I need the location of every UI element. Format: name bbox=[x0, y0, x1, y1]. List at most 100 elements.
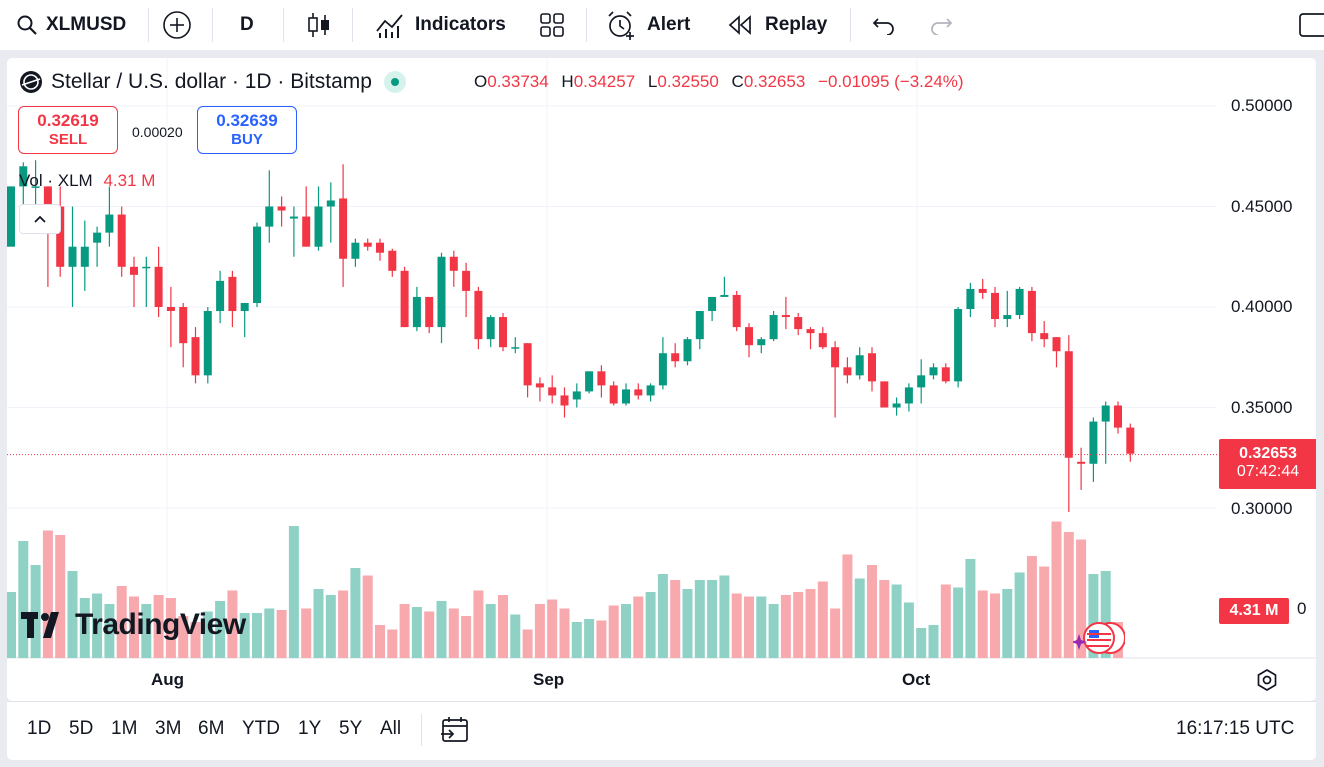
candle-body bbox=[142, 266, 151, 269]
volume-bar bbox=[1076, 539, 1087, 658]
candle-body bbox=[191, 337, 200, 376]
goto-date-button[interactable] bbox=[440, 715, 470, 750]
volume-bar bbox=[965, 559, 976, 658]
candle-body bbox=[400, 270, 409, 328]
range-1d-button[interactable]: 1D bbox=[27, 718, 52, 739]
range-6m-button[interactable]: 6M bbox=[198, 718, 225, 739]
volume-bar bbox=[485, 604, 496, 658]
volume-bar bbox=[977, 590, 988, 658]
volume-bar bbox=[571, 622, 582, 658]
candle-body bbox=[93, 232, 102, 243]
fullscreen-button[interactable] bbox=[1299, 0, 1324, 50]
price-axis-label: 0.45000 bbox=[1231, 197, 1293, 216]
range-ytd-button[interactable]: YTD bbox=[242, 718, 280, 739]
sell-label: SELL bbox=[48, 131, 88, 148]
low-value: 0.32550 bbox=[657, 72, 719, 91]
volume-bar bbox=[362, 575, 373, 658]
candle-body bbox=[954, 309, 963, 382]
volume-bar bbox=[178, 616, 189, 658]
range-all-button[interactable]: All bbox=[380, 718, 402, 739]
price-axis-label: 0.40000 bbox=[1231, 297, 1293, 316]
candle-body bbox=[806, 329, 815, 334]
candle-body bbox=[855, 355, 864, 376]
volume-bar bbox=[953, 587, 964, 658]
volume-bar bbox=[522, 629, 533, 658]
volume-bar bbox=[534, 604, 545, 658]
range-3m-button[interactable]: 3M bbox=[155, 718, 182, 739]
chart-panel[interactable]: Stellar / U.S. dollar · 1D · Bitstamp O0… bbox=[7, 58, 1316, 701]
stellar-logo-icon bbox=[20, 71, 42, 93]
volume-bar bbox=[350, 568, 361, 658]
interval-button[interactable]: D bbox=[240, 14, 254, 35]
chart-type-button[interactable] bbox=[306, 0, 332, 50]
range-5y-button[interactable]: 5Y bbox=[339, 718, 363, 739]
time-axis-label: Aug bbox=[151, 670, 185, 689]
candle-body bbox=[523, 343, 532, 386]
candle-body bbox=[19, 166, 28, 187]
volume-legend: Vol · XLM 4.31 M bbox=[19, 171, 155, 191]
alert-button[interactable]: Alert bbox=[605, 0, 690, 50]
volume-bar bbox=[325, 595, 336, 658]
range-5d-button[interactable]: 5D bbox=[69, 718, 94, 739]
volume-bar bbox=[1063, 532, 1074, 658]
candle-body bbox=[646, 385, 655, 396]
candle-body bbox=[904, 387, 913, 404]
volume-bar bbox=[424, 611, 435, 658]
compare-add-button[interactable] bbox=[162, 0, 192, 50]
volume-bar bbox=[436, 601, 447, 658]
volume-bar bbox=[18, 541, 29, 658]
candle-body bbox=[917, 375, 926, 388]
candle-body bbox=[818, 333, 827, 348]
volume-bar bbox=[756, 596, 767, 658]
buy-button[interactable]: 0.32639 BUY bbox=[197, 106, 297, 154]
volume-bar bbox=[375, 625, 385, 658]
undo-button[interactable] bbox=[872, 0, 896, 50]
volume-bar bbox=[867, 565, 877, 658]
candle-body bbox=[745, 327, 753, 346]
top-toolbar: XLMUSD D Indicators Alert Replay bbox=[0, 0, 1324, 50]
clock-display[interactable]: 16:17:15 UTC bbox=[1176, 718, 1295, 739]
price-chart[interactable] bbox=[7, 58, 1316, 701]
candle-body bbox=[991, 292, 999, 320]
indicators-button[interactable]: Indicators bbox=[375, 0, 506, 50]
volume-bar bbox=[645, 592, 656, 658]
redo-button[interactable] bbox=[929, 0, 953, 50]
candle-body bbox=[376, 242, 384, 253]
price-axis-label: 0 bbox=[1297, 599, 1307, 618]
range-1y-button[interactable]: 1Y bbox=[298, 718, 322, 739]
volume-bar bbox=[473, 590, 484, 658]
alert-label: Alert bbox=[647, 14, 691, 35]
candle-body bbox=[560, 395, 569, 406]
volume-bar bbox=[92, 593, 103, 658]
volume-bar bbox=[830, 608, 841, 658]
volume-bar bbox=[129, 596, 139, 658]
range-1m-button[interactable]: 1M bbox=[111, 718, 138, 739]
alarm-clock-icon bbox=[608, 11, 634, 40]
symbol-search-button[interactable]: XLMUSD bbox=[16, 0, 126, 50]
replay-button[interactable]: Replay bbox=[727, 0, 827, 50]
volume-bar bbox=[1014, 572, 1025, 658]
layouts-button[interactable] bbox=[538, 0, 566, 50]
spread-value: 0.00020 bbox=[132, 124, 183, 140]
candle-body bbox=[634, 389, 643, 396]
economic-events-icon[interactable] bbox=[1071, 620, 1126, 656]
candle-body bbox=[339, 198, 348, 259]
volume-bar bbox=[55, 535, 66, 658]
volume-bar bbox=[1039, 566, 1050, 658]
volume-bar bbox=[338, 590, 349, 658]
volume-bar bbox=[288, 526, 299, 658]
chart-settings-button[interactable] bbox=[1255, 668, 1279, 692]
candle-body bbox=[31, 186, 40, 188]
candle-body bbox=[585, 371, 594, 392]
candle-body bbox=[843, 367, 852, 376]
sell-button[interactable]: 0.32619 SELL bbox=[18, 106, 118, 154]
price-axis-label: 0.35000 bbox=[1231, 398, 1293, 417]
volume-bar bbox=[903, 602, 914, 658]
volume-bar bbox=[719, 575, 730, 658]
volume-bar bbox=[1088, 574, 1099, 658]
volume-bar bbox=[793, 592, 804, 658]
candle-body bbox=[228, 276, 237, 312]
window-icon bbox=[1299, 13, 1324, 37]
volume-bar bbox=[1026, 556, 1037, 658]
collapse-legend-button[interactable] bbox=[19, 204, 61, 234]
